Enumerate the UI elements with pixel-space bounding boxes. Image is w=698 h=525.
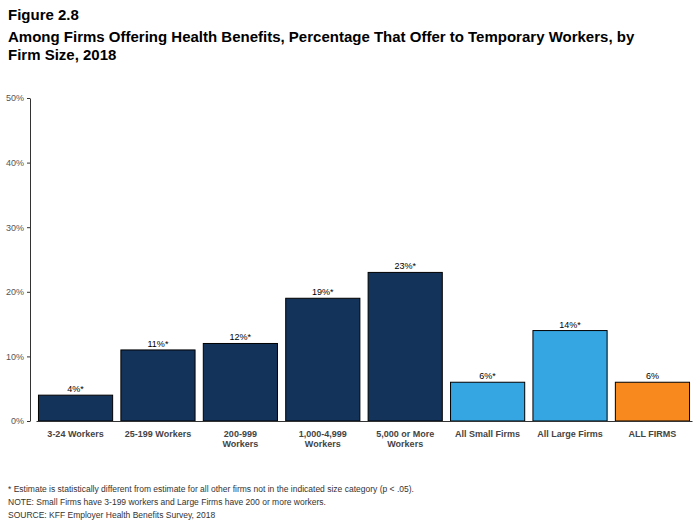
data-label: 6%* <box>479 371 496 381</box>
tick: 1,000-4,999Workers <box>299 429 347 449</box>
bar <box>368 272 442 421</box>
data-label: 23%* <box>394 261 416 271</box>
tick-label: ALL FIRMS <box>629 429 677 439</box>
data-label: 12%* <box>230 332 252 342</box>
axis-line <box>30 99 31 422</box>
data-label: 4%* <box>67 384 84 394</box>
data-labels: 4%* 11%* 12%* 19%* 23%* 6%* 14%* 6% <box>67 261 659 394</box>
tick: 10% <box>6 352 30 362</box>
tick-label: 40% <box>6 158 24 168</box>
data-label: 11%* <box>148 339 169 349</box>
tick-label: All Large Firms <box>537 429 603 439</box>
title: Among Firms Offering Health Benefits, Pe… <box>8 28 635 63</box>
tick: 40% <box>6 158 30 168</box>
tick-label: 30% <box>6 223 24 233</box>
tick-label: 5,000 or MoreWorkers <box>376 429 434 449</box>
tick-label: 200-999Workers <box>222 429 258 449</box>
tick-mark <box>27 227 30 228</box>
tick: 5,000 or MoreWorkers <box>376 429 434 449</box>
y-axis: 0% 10% 20% 30% 40% 50% <box>6 93 31 426</box>
footnotes: * Estimate is statistically different fr… <box>8 484 414 520</box>
tick-label: 25-199 Workers <box>125 429 191 439</box>
tick: 200-999Workers <box>222 429 258 449</box>
tick: 30% <box>6 223 30 233</box>
tick-label: 0% <box>11 416 24 426</box>
tick-mark <box>27 356 30 357</box>
tick-mark <box>27 292 30 293</box>
tick-label: All Small Firms <box>455 429 520 439</box>
tick-label: 20% <box>6 287 24 297</box>
tick-label: 50% <box>6 93 24 103</box>
axis-line <box>37 421 693 422</box>
tick: All Large Firms <box>537 429 603 439</box>
tick-mark <box>27 163 30 164</box>
bar <box>38 395 112 421</box>
bar <box>203 343 277 421</box>
bar <box>533 331 607 421</box>
bar <box>286 298 360 421</box>
bar <box>451 382 525 421</box>
tick: 0% <box>11 416 30 426</box>
tick: 20% <box>6 287 30 297</box>
figure-label: Figure 2.8 <box>8 6 79 23</box>
tick: 50% <box>6 93 30 103</box>
x-axis: 3-24 Workers 25-199 Workers 200-999Workers… <box>37 422 693 450</box>
tick-label: 1,000-4,999Workers <box>299 429 347 449</box>
data-label: 19%* <box>312 287 334 297</box>
footnote: SOURCE: KFF Employer Health Benefits Sur… <box>8 510 216 520</box>
bar <box>615 382 689 421</box>
tick-label: 3-24 Workers <box>47 429 103 439</box>
tick-mark <box>27 421 30 422</box>
footnote: * Estimate is statistically different fr… <box>8 484 414 494</box>
bars <box>38 272 689 421</box>
data-label: 6% <box>646 371 659 381</box>
tick: 25-199 Workers <box>125 429 191 439</box>
footnote: NOTE: Small Firms have 3-199 workers and… <box>8 497 326 507</box>
tick: ALL FIRMS <box>629 429 677 439</box>
data-label: 14%* <box>559 320 581 330</box>
bar <box>121 350 195 421</box>
tick: All Small Firms <box>455 429 520 439</box>
tick-mark <box>27 98 30 99</box>
tick-label: 10% <box>6 352 24 362</box>
tick: 3-24 Workers <box>47 429 103 439</box>
